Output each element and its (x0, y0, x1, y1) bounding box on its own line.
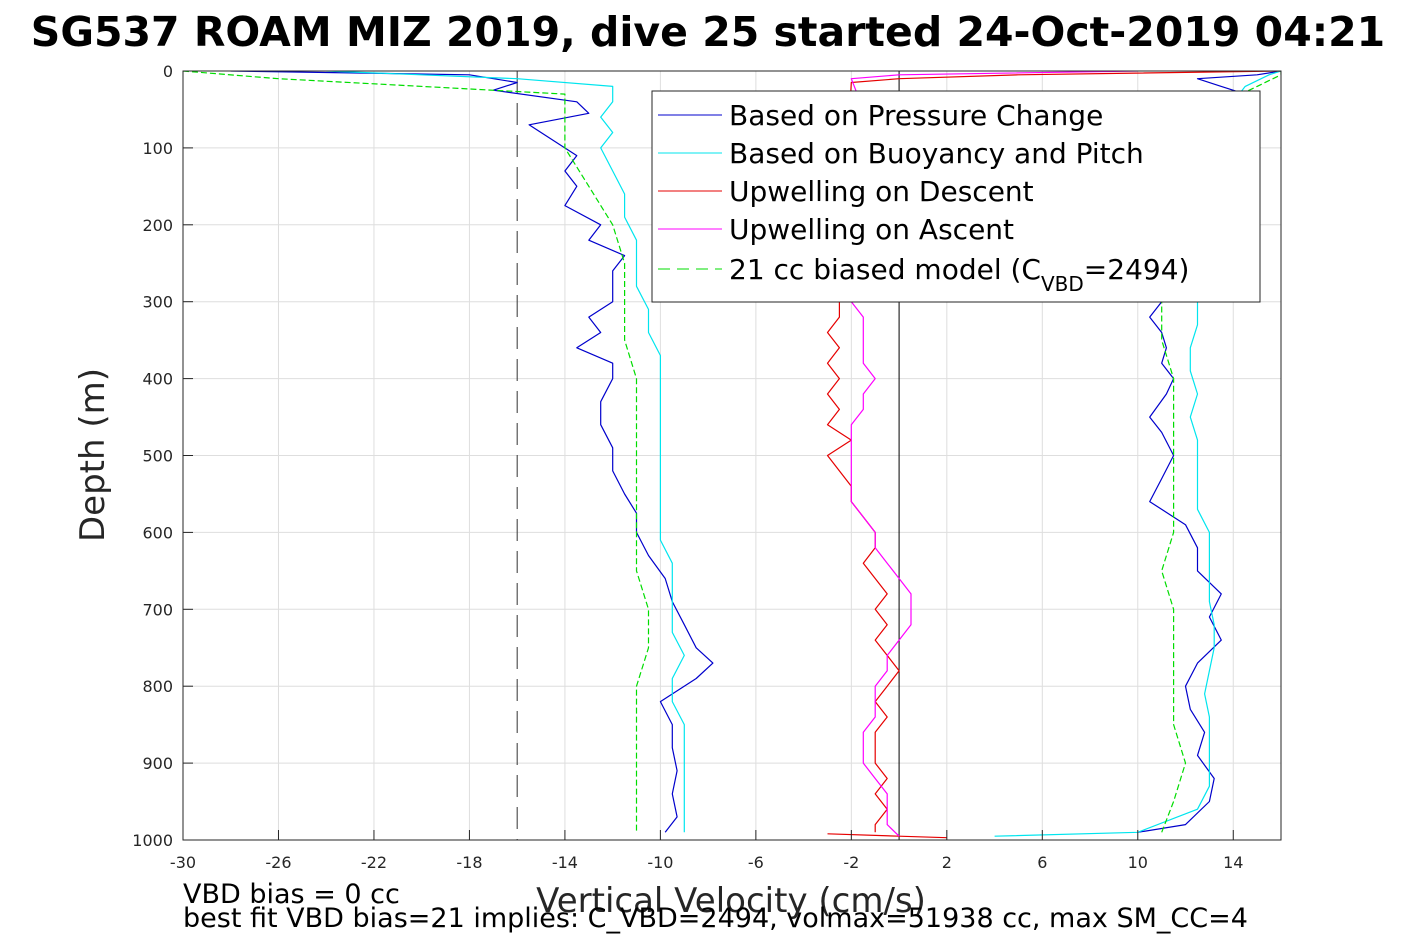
y-tick-label: 0 (163, 62, 173, 81)
y-ticks: 0 100 200 300 400 500 600 700 800 900 1000 (132, 62, 193, 850)
legend-label-upwelling-ascent: Upwelling on Ascent (729, 213, 1014, 246)
x-tick-label: 10 (1128, 853, 1148, 872)
x-axis-label: Vertical Velocity (cm/s) (536, 881, 926, 921)
legend-label-biased-model-end: =2494) (1084, 253, 1190, 286)
y-axis-label: Depth (m) (73, 368, 113, 542)
x-tick-label: -22 (361, 853, 387, 872)
y-tick-label: 100 (142, 139, 173, 158)
series-line-21-cc-biased-model-c-vbd-2494-0 (183, 71, 650, 833)
legend-label-buoyancy: Based on Buoyancy and Pitch (729, 137, 1144, 170)
y-tick-label: 300 (142, 293, 173, 312)
legend-label-pressure: Based on Pressure Change (729, 99, 1103, 132)
y-tick-label: 900 (142, 754, 173, 773)
y-tick-label: 1000 (132, 831, 173, 850)
legend-box (651, 90, 1261, 303)
x-tick-label: -14 (552, 853, 578, 872)
legend: Based on Pressure Change Based on Buoyan… (651, 90, 1261, 303)
x-tick-label: 14 (1223, 853, 1243, 872)
x-ticks: -30 -26 -22 -18 -14 -10 -6 -2 2 6 10 14 (170, 830, 1243, 872)
x-tick-label: -10 (647, 853, 673, 872)
x-tick-label: -30 (170, 853, 196, 872)
chart-title: SG537 ROAM MIZ 2019, dive 25 started 24-… (31, 8, 1385, 56)
series-line-upwelling-on-ascent-0 (850, 71, 1138, 837)
series-line-based-on-buoyancy-and-pitch-0 (326, 71, 685, 833)
y-tick-label: 800 (142, 677, 173, 696)
legend-label-upwelling-descent: Upwelling on Descent (729, 175, 1034, 208)
y-tick-label: 200 (142, 216, 173, 235)
x-tick-label: -18 (456, 853, 482, 872)
x-tick-label: -2 (843, 853, 859, 872)
annotation-vbd-bias: VBD bias = 0 cc (183, 879, 400, 910)
legend-label-biased-model-main: 21 cc biased model (C (729, 253, 1041, 286)
y-tick-label: 600 (142, 523, 173, 542)
x-tick-label: 2 (942, 853, 952, 872)
legend-label-biased-model: 21 cc biased model (CVBD=2494) (729, 253, 1189, 296)
series-line-based-on-pressure-change-0 (230, 71, 714, 833)
y-tick-label: 500 (142, 447, 173, 466)
legend-label-biased-model-sub: VBD (1041, 272, 1084, 296)
x-tick-label: -6 (748, 853, 764, 872)
x-tick-label: -26 (265, 853, 291, 872)
annotation-best-fit: best fit VBD bias=21 implies: C_VBD=2494… (183, 903, 1248, 934)
x-tick-label: 6 (1037, 853, 1047, 872)
y-tick-label: 400 (142, 370, 173, 389)
y-tick-label: 700 (142, 600, 173, 619)
